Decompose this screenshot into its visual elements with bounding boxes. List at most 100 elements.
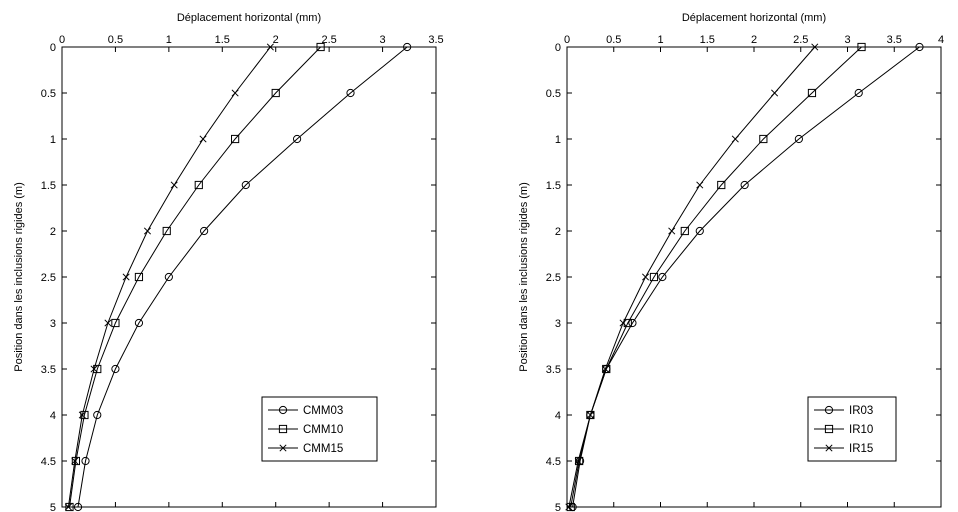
data-point <box>680 226 689 236</box>
data-point <box>619 319 627 327</box>
data-point <box>811 43 819 51</box>
chart-panel-2: 0 0.5 1 1.5 2 2.5 3 3.5 4 0 0.5 1 1.5 2 2.5 3 3.5 4 4.5 5 Dé… <box>518 12 944 512</box>
legend-label: IR03 <box>849 405 873 417</box>
data-point <box>566 502 575 512</box>
y-tick-label: 4.5 <box>546 456 561 468</box>
data-point <box>695 226 704 236</box>
x-tick-label: 1.5 <box>215 34 230 46</box>
x-tick-label: 1 <box>166 34 172 46</box>
x-tick-label: 2.5 <box>321 34 336 46</box>
data-point <box>574 457 582 465</box>
data-point <box>794 134 803 144</box>
x-tick-label: 3 <box>380 34 386 46</box>
y-axis-title: Position dans les inclusions rigides (m) <box>518 182 530 372</box>
data-point <box>759 134 768 144</box>
data-point <box>104 319 112 327</box>
x-tick-label: 0.5 <box>108 34 123 46</box>
plot-area <box>61 46 437 508</box>
x-tick-label: 2.5 <box>793 34 808 46</box>
data-point <box>111 364 120 374</box>
y-tick-label: 3.5 <box>41 364 56 376</box>
legend-entry: IR10 <box>814 424 873 436</box>
y-tick-label: 1 <box>50 134 56 146</box>
data-point <box>241 180 250 190</box>
data-point <box>857 42 866 52</box>
data-point <box>271 88 280 98</box>
y-tick-label: 2.5 <box>41 272 56 284</box>
x-tick-label: 3.5 <box>428 34 443 46</box>
y-tick-label: 4 <box>555 410 561 422</box>
data-point <box>623 318 632 328</box>
data-point <box>586 411 594 419</box>
data-point <box>316 42 325 52</box>
y-tick-label: 5 <box>555 502 561 512</box>
legend-marker <box>824 424 834 434</box>
data-point <box>93 410 102 420</box>
legend-marker <box>279 444 287 452</box>
legend-label: CMM15 <box>303 443 343 455</box>
y-tick-label: 0.5 <box>41 88 56 100</box>
legend-entry: IR15 <box>814 443 873 455</box>
legend-label: CMM03 <box>303 405 343 417</box>
x-tick-label: 0.5 <box>606 34 621 46</box>
y-tick-label: 1 <box>555 134 561 146</box>
series-line <box>77 46 408 508</box>
y-tick-label: 2 <box>555 226 561 238</box>
data-point <box>601 365 609 373</box>
legend: CMM03 CMM10 CMM15 <box>261 396 378 462</box>
series-ir15 <box>565 43 819 511</box>
y-tick-label: 5 <box>50 502 56 512</box>
y-tick-label: 0 <box>555 42 561 54</box>
series-line <box>69 46 321 508</box>
y-tick-label: 0 <box>50 42 56 54</box>
data-point <box>111 318 120 328</box>
data-point <box>292 134 302 144</box>
data-point <box>231 134 240 144</box>
x-tick-label: 2 <box>273 34 279 46</box>
data-point <box>164 272 173 282</box>
x-tick-label: 1.5 <box>700 34 715 46</box>
data-point <box>162 226 171 236</box>
x-tick-label: 0 <box>564 34 570 46</box>
legend-entry: CMM15 <box>268 443 343 455</box>
data-point <box>194 180 203 190</box>
data-point <box>658 272 667 282</box>
data-point <box>80 410 89 420</box>
y-tick-label: 3 <box>555 318 561 330</box>
chart-panel-1: 0 0.5 1 1.5 2 2.5 3 3.5 0 0.5 1 1.5 2 2.5 3 3.5 4 4.5 5 Dép… <box>13 12 444 512</box>
data-point <box>134 272 144 282</box>
data-point <box>731 135 739 143</box>
data-point <box>346 88 355 98</box>
x-tick-label: 1 <box>657 34 663 46</box>
data-point <box>649 272 659 282</box>
x-axis-title: Déplacement horizontal (mm) <box>177 12 321 24</box>
data-point <box>641 273 650 281</box>
y-tick-label: 3 <box>50 318 56 330</box>
data-point <box>717 180 726 190</box>
legend-entry: IR03 <box>814 405 873 417</box>
data-point <box>64 503 72 511</box>
data-point <box>231 89 239 97</box>
legend-marker <box>825 444 833 452</box>
y-tick-label: 1.5 <box>41 180 56 192</box>
y-tick-label: 4.5 <box>41 456 56 468</box>
x-tick-label: 2 <box>751 34 757 46</box>
data-point <box>134 318 144 328</box>
x-axis-title: Déplacement horizontal (mm) <box>682 12 826 24</box>
data-point <box>199 135 207 143</box>
data-point <box>65 502 74 512</box>
data-point <box>71 457 79 465</box>
legend-label: IR15 <box>849 443 873 455</box>
data-point <box>586 410 595 420</box>
x-tick-label: 3 <box>844 34 850 46</box>
y-axis-title: Position dans les inclusions rigides (m) <box>13 182 25 372</box>
data-point <box>854 88 863 98</box>
data-point <box>696 181 704 189</box>
y-tick-label: 0.5 <box>546 88 561 100</box>
data-point <box>915 42 924 52</box>
data-point <box>628 318 637 328</box>
series-cmm10 <box>65 42 325 512</box>
data-point <box>565 503 573 511</box>
data-point <box>143 227 152 235</box>
legend-marker <box>824 405 834 415</box>
